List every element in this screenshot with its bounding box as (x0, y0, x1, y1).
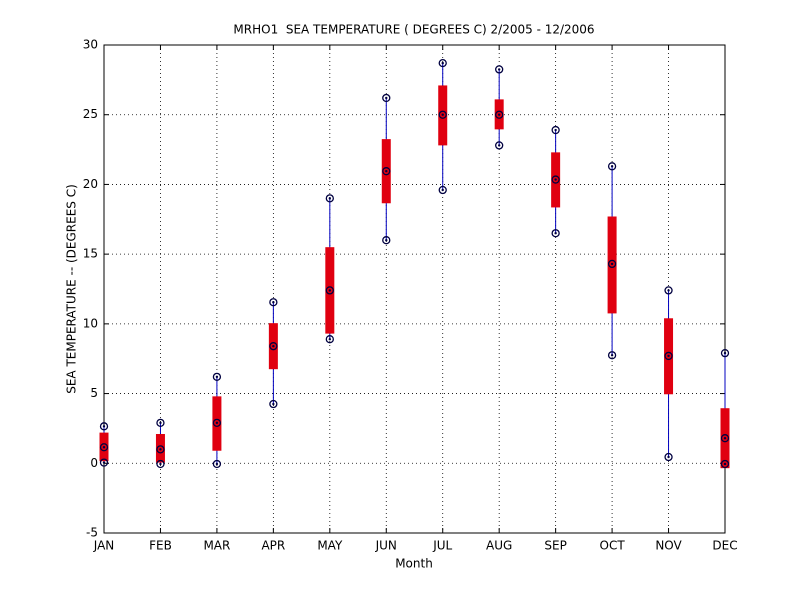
marker-dot (215, 375, 219, 379)
marker (99, 443, 109, 452)
marker-dot (554, 178, 557, 181)
marker (212, 372, 222, 381)
y-tick-label: 20 (83, 177, 98, 191)
y-tick-label: 25 (83, 107, 98, 121)
x-tick-label: JUL (432, 539, 452, 553)
marker (607, 162, 617, 171)
marker-dot (385, 239, 388, 242)
x-axis-label: Month (395, 557, 433, 571)
marker (607, 351, 617, 360)
x-tick-label: JAN (93, 539, 115, 553)
marker-dot (328, 337, 332, 341)
y-tick-label: 10 (83, 316, 98, 330)
marker-dot (554, 128, 557, 132)
marker-dot (102, 425, 106, 428)
x-tick-label: MAY (317, 539, 343, 553)
marker-dot (441, 113, 444, 116)
y-tick-label: 15 (83, 247, 98, 261)
marker (269, 342, 278, 351)
marker (551, 229, 560, 238)
marker (720, 459, 730, 469)
marker (382, 167, 391, 176)
marker (607, 259, 617, 269)
x-tick-label: OCT (600, 539, 626, 553)
marker-dot (385, 96, 388, 100)
marker-dot (441, 188, 444, 192)
marker (99, 458, 109, 467)
marker-dot (385, 169, 388, 173)
x-tick-label: MAR (203, 539, 230, 553)
marker-dot (272, 402, 275, 406)
marker (664, 452, 673, 462)
marker-dot (159, 421, 162, 425)
y-axis-label: SEA TEMPERATURE -- (DEGREES C) (65, 184, 79, 394)
x-tick-label: APR (261, 539, 285, 553)
marker (269, 399, 278, 409)
marker (438, 110, 447, 119)
marker-dot (497, 68, 501, 71)
marker (551, 125, 560, 135)
marker-dot (102, 461, 106, 464)
marker (495, 141, 504, 150)
marker (664, 286, 673, 295)
marker-dot (159, 462, 162, 466)
marker (495, 65, 504, 74)
marker-dot (497, 113, 501, 116)
marker (720, 434, 730, 443)
marker (720, 348, 730, 358)
x-tick-label: SEP (544, 539, 566, 553)
marker-dot (554, 232, 557, 235)
marker (212, 459, 222, 469)
marker-dot (497, 144, 501, 147)
marker (495, 110, 504, 119)
marker (325, 286, 334, 295)
marker (664, 351, 673, 361)
marker-dot (441, 61, 444, 65)
marker-dot (610, 262, 614, 266)
x-tick-label: FEB (149, 539, 172, 553)
marker (269, 298, 278, 307)
marker-dot (272, 301, 275, 304)
marker-dot (723, 462, 727, 466)
marker (438, 185, 447, 195)
y-tick-label: 5 (90, 386, 98, 400)
marker-dot (667, 289, 670, 292)
marker (438, 58, 447, 68)
marker (156, 459, 165, 469)
marker-dot (102, 446, 106, 449)
marker-dot (272, 344, 275, 348)
marker-dot (328, 289, 332, 292)
y-tick-label: 30 (83, 38, 98, 52)
marker-dot (159, 448, 162, 451)
marker-dot (610, 165, 614, 168)
marker (325, 335, 334, 344)
marker (382, 236, 391, 245)
marker (382, 93, 391, 103)
marker (325, 194, 334, 203)
marker (156, 445, 165, 454)
y-tick-label: 0 (90, 456, 98, 470)
marker-dot (215, 462, 219, 466)
x-tick-label: AUG (486, 539, 512, 553)
marker-dot (723, 436, 727, 440)
plot-frame (103, 44, 726, 534)
marker (156, 418, 165, 428)
x-tick-label: DEC (712, 539, 737, 553)
marker-dot (723, 351, 727, 355)
marker-dot (667, 354, 670, 358)
marker-dot (328, 197, 332, 200)
y-tick-label: -5 (86, 526, 98, 540)
marker (551, 175, 560, 184)
x-tick-label: JUN (375, 539, 397, 553)
x-tick-label: NOV (655, 539, 682, 553)
marker-dot (667, 455, 670, 459)
marker (99, 422, 109, 431)
marker-dot (610, 354, 614, 357)
chart-title: MRHO1 SEA TEMPERATURE ( DEGREES C) 2/200… (233, 23, 594, 37)
marker-dot (215, 421, 219, 425)
marker (212, 418, 222, 428)
